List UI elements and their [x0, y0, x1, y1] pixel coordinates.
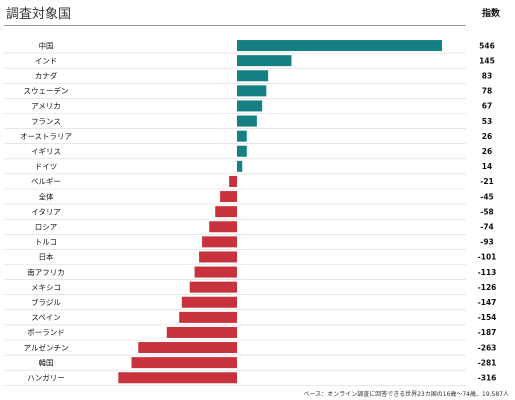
- bar-negative: [118, 372, 237, 384]
- bar-negative: [131, 357, 237, 369]
- bar-negative: [209, 221, 237, 233]
- value-label: 83: [482, 71, 492, 80]
- bar-positive: [237, 100, 263, 112]
- category-label: 全体: [39, 191, 54, 201]
- value-label: -58: [480, 207, 494, 216]
- category-label: ドイツ: [35, 162, 58, 171]
- bar-positive: [237, 70, 269, 82]
- category-label: ハンガリー: [27, 372, 65, 382]
- value-label: 53: [482, 117, 492, 126]
- footnote: ベース：オンライン調査に回答できる世界23カ国の16歳～74歳、19,587人: [303, 391, 509, 398]
- value-label: -126: [478, 283, 497, 292]
- value-label: -21: [480, 177, 494, 186]
- category-label: ブラジル: [31, 297, 61, 307]
- bar-positive: [237, 55, 292, 67]
- category-label: ロシア: [35, 222, 58, 231]
- bar-negative: [215, 206, 237, 218]
- category-label: フランス: [31, 117, 61, 126]
- category-label: 中国: [39, 40, 54, 50]
- category-label: 南アフリカ: [27, 267, 65, 277]
- value-label: -187: [478, 328, 497, 337]
- value-label: -113: [478, 268, 497, 277]
- value-label: -74: [480, 222, 494, 231]
- category-label: イタリア: [31, 207, 61, 216]
- category-label: メキシコ: [31, 283, 61, 292]
- value-label: 26: [482, 132, 492, 141]
- title-divider: [4, 25, 466, 26]
- value-label: 26: [482, 147, 492, 156]
- bar-negative: [199, 251, 237, 263]
- value-label: 67: [482, 102, 492, 111]
- category-label: 日本: [39, 252, 54, 262]
- value-label: 14: [482, 162, 492, 171]
- category-label: アメリカ: [31, 102, 61, 111]
- category-label: トルコ: [35, 238, 57, 247]
- value-label: -45: [480, 192, 494, 201]
- value-label: 546: [479, 41, 495, 50]
- bar-positive: [237, 130, 247, 142]
- category-label: ベルギー: [31, 177, 61, 186]
- bar-positive: [237, 115, 257, 127]
- bar-positive: [237, 160, 243, 172]
- bar-negative: [194, 266, 237, 278]
- category-label: スウェーデン: [24, 86, 69, 96]
- value-label: -147: [478, 298, 497, 307]
- category-label: インド: [35, 56, 58, 65]
- value-label: -93: [480, 238, 494, 247]
- category-label: カナダ: [35, 70, 58, 80]
- category-label: イギリス: [31, 147, 61, 156]
- category-label: アルゼンチン: [24, 342, 69, 352]
- bar-negative: [229, 175, 237, 187]
- value-label: -281: [478, 358, 497, 367]
- bar-negative: [202, 236, 237, 248]
- bar-positive: [237, 85, 267, 97]
- value-label: -316: [478, 373, 497, 382]
- value-label: -101: [478, 253, 497, 262]
- bar-negative: [220, 191, 237, 203]
- category-label: ポーランド: [27, 328, 65, 337]
- category-label: スペイン: [31, 313, 60, 322]
- bar-negative: [181, 296, 237, 308]
- bar-positive: [237, 40, 442, 52]
- bar-negative: [166, 326, 237, 338]
- chart-title: 調査対象国: [6, 7, 72, 22]
- category-label: オーストラリア: [20, 132, 72, 141]
- value-column-header: 指数: [481, 9, 500, 19]
- value-label: 78: [482, 87, 492, 96]
- bar-positive: [237, 145, 247, 157]
- bar-negative: [189, 281, 237, 293]
- bar-negative: [179, 311, 237, 323]
- value-label: -154: [478, 313, 497, 322]
- value-label: -263: [478, 343, 497, 352]
- bar-negative: [138, 342, 237, 354]
- category-label: 韓国: [39, 357, 54, 367]
- value-label: 145: [479, 56, 495, 65]
